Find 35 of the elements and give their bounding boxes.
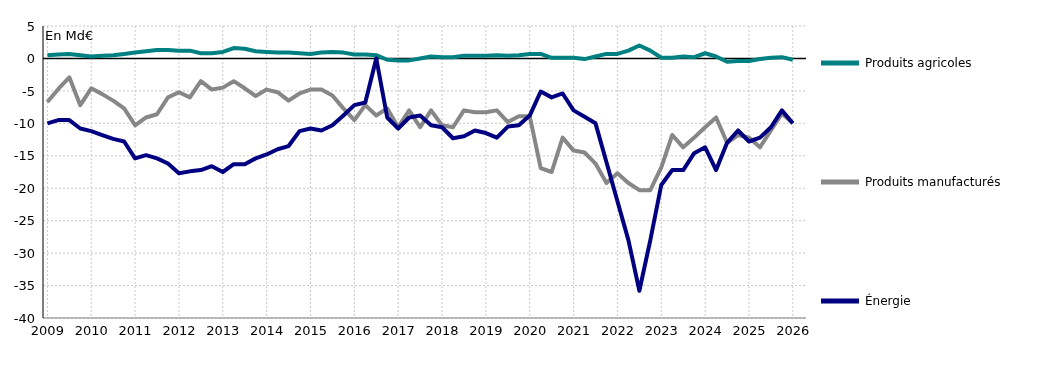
x-tick-label: 2013 bbox=[206, 323, 240, 339]
legend-label: Produits manufacturés bbox=[865, 175, 1001, 189]
line-series bbox=[45, 56, 795, 293]
x-tick-label: 2022 bbox=[600, 323, 634, 339]
x-tick-label: 2012 bbox=[162, 323, 196, 339]
x-tick-label: 2017 bbox=[381, 323, 415, 339]
x-tick-label: 2015 bbox=[293, 323, 328, 339]
x-tick-label: 2024 bbox=[688, 323, 722, 339]
legend-label: Produits agricoles bbox=[865, 56, 972, 70]
x-tick-label: 2023 bbox=[644, 323, 678, 339]
y-tick-label: -35 bbox=[13, 278, 35, 294]
y-tick-label: -10 bbox=[13, 115, 35, 131]
y-tick-label: -30 bbox=[13, 245, 35, 261]
y-tick-label: 0 bbox=[26, 51, 35, 67]
x-tick-label: 2011 bbox=[118, 323, 152, 339]
y-tick-label: -25 bbox=[13, 213, 35, 229]
x-tick-label: 2010 bbox=[74, 323, 108, 339]
x-tick-label: 2021 bbox=[557, 323, 591, 339]
y-tick-label: -20 bbox=[13, 180, 35, 196]
y-tick-label: -15 bbox=[13, 148, 35, 164]
x-tick-label: 2009 bbox=[30, 323, 64, 339]
y-tick-label: -5 bbox=[22, 83, 35, 99]
line-series bbox=[45, 43, 795, 64]
x-tick-label: 2025 bbox=[732, 323, 766, 339]
x-tick-label: 2018 bbox=[425, 323, 459, 339]
x-tick-label: 2016 bbox=[337, 323, 371, 339]
line-series bbox=[45, 75, 795, 193]
y-tick-label: -40 bbox=[13, 310, 35, 326]
y-axis-title: En Md€ bbox=[45, 28, 94, 43]
x-tick-label: 2019 bbox=[469, 323, 503, 339]
legend-label: Énergie bbox=[865, 294, 911, 308]
y-tick-label: 5 bbox=[26, 18, 35, 34]
x-tick-label: 2026 bbox=[776, 323, 810, 339]
x-tick-label: 2020 bbox=[513, 323, 547, 339]
x-tick-label: 2014 bbox=[250, 323, 284, 339]
